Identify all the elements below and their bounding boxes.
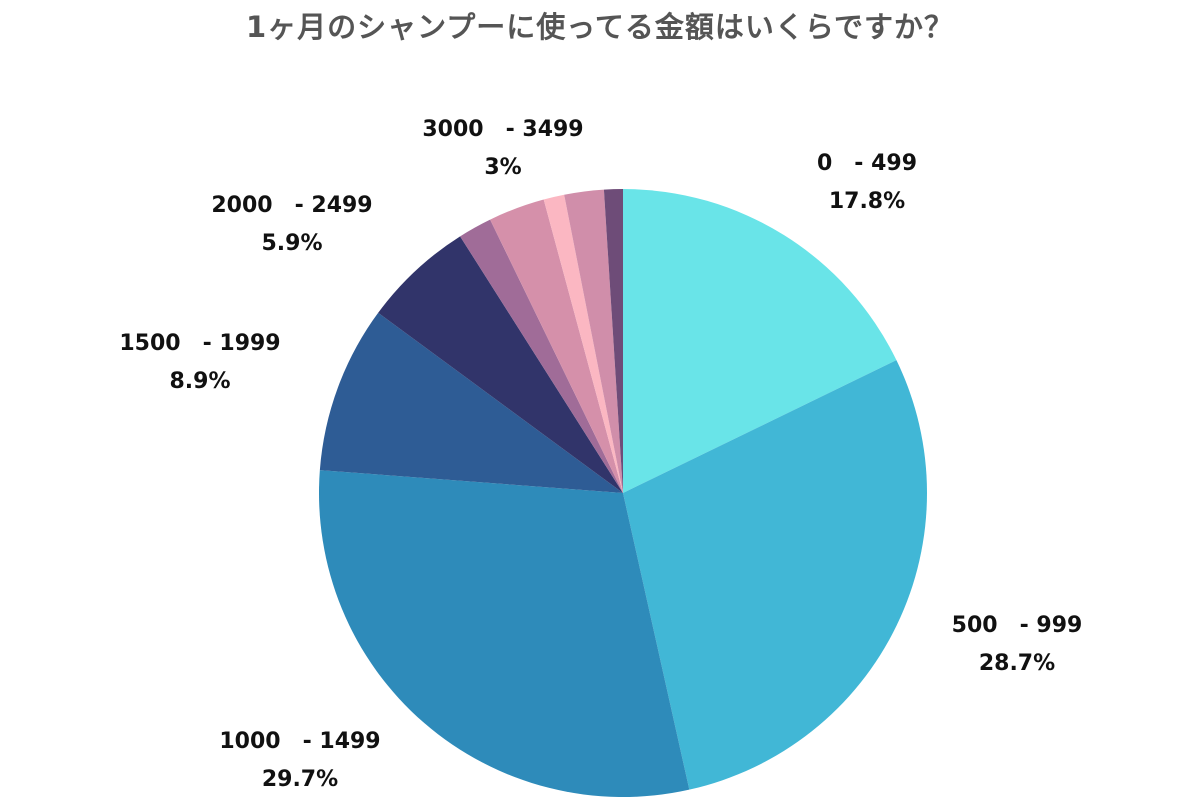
pie-slice	[378, 236, 623, 493]
chart-title: 1ヶ月のシャンプーに使ってる金額はいくらですか？	[246, 10, 954, 44]
slice-label: 0 - 499	[817, 151, 917, 176]
slice-label: 3000 - 3499	[422, 117, 583, 142]
slice-percent-label: 8.9%	[169, 369, 230, 394]
slice-percent-label: 29.7%	[262, 767, 338, 792]
pie-slice	[490, 199, 623, 493]
pie-slices	[318, 189, 928, 798]
pie-slice	[623, 189, 897, 493]
pie-slice	[543, 194, 623, 493]
slice-label: 2000 - 2499	[211, 193, 372, 218]
slice-percent-label: 5.9%	[261, 231, 322, 256]
pie-slice	[603, 189, 623, 493]
pie-slice	[623, 360, 928, 790]
slice-percent-label: 3%	[484, 155, 521, 180]
slice-label: 500 - 999	[952, 613, 1083, 638]
slice-label: 1000 - 1499	[219, 729, 380, 754]
pie-slice	[564, 189, 623, 493]
pie-slice	[319, 312, 623, 493]
slice-label: 1500 - 1999	[119, 331, 280, 356]
pie-slice	[318, 470, 690, 798]
slice-percent-label: 17.8%	[829, 189, 905, 214]
pie-slice	[460, 219, 623, 493]
pie-labels: 0 - 499 17.8% 500 - 999 28.7% 1000 - 1499 29.…	[119, 117, 1082, 792]
slice-percent-label: 28.7%	[979, 651, 1055, 676]
